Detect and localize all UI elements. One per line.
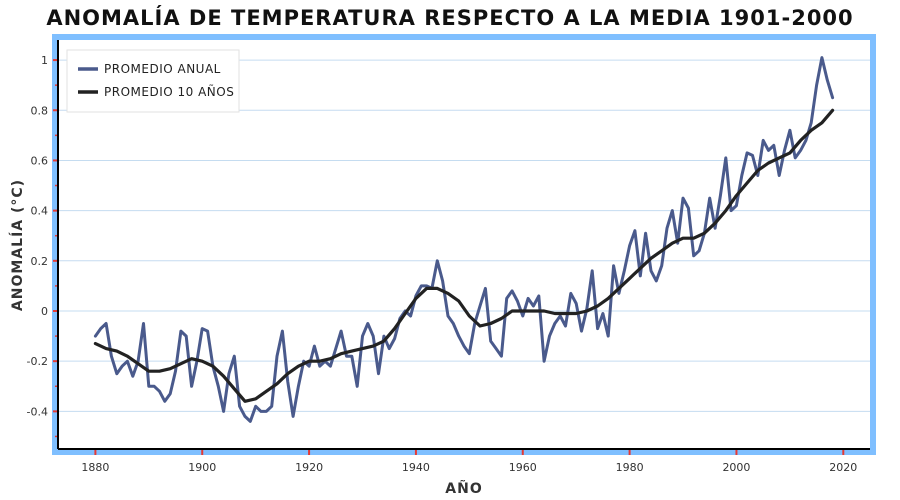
x-tick-label: 2020 bbox=[829, 461, 857, 474]
y-tick-label: -0.4 bbox=[27, 405, 48, 418]
x-tick-label: 1980 bbox=[616, 461, 644, 474]
x-tick-label: 1940 bbox=[402, 461, 430, 474]
series-lines bbox=[93, 56, 835, 423]
legend-label-annual: PROMEDIO ANUAL bbox=[104, 62, 221, 76]
series-line-annual bbox=[93, 56, 835, 423]
legend: PROMEDIO ANUAL PROMEDIO 10 AÑOS bbox=[66, 49, 240, 113]
chart-title: ANOMALÍA DE TEMPERATURA RESPECTO A LA ME… bbox=[46, 6, 854, 30]
x-tick-label: 2000 bbox=[722, 461, 750, 474]
y-tick-label: 0.4 bbox=[31, 205, 49, 218]
y-tick-label: -0.2 bbox=[27, 355, 48, 368]
x-axis-title: AÑO bbox=[445, 480, 482, 497]
y-tick-label: 0.2 bbox=[31, 255, 49, 268]
x-tick-label: 1880 bbox=[81, 461, 109, 474]
y-tick-label: 0.8 bbox=[31, 104, 49, 117]
legend-box bbox=[66, 49, 240, 113]
x-axis-ticks: 1880 1900 1920 1940 1960 1980 2000 2020 bbox=[81, 449, 857, 474]
x-tick-label: 1960 bbox=[509, 461, 537, 474]
y-tick-label: 1 bbox=[41, 54, 48, 67]
x-tick-label: 1900 bbox=[188, 461, 216, 474]
series-line-decadal bbox=[93, 108, 835, 403]
legend-label-decadal: PROMEDIO 10 AÑOS bbox=[104, 84, 234, 99]
y-axis-title: ANOMALÍA (°C) bbox=[9, 179, 26, 311]
x-tick-label: 1920 bbox=[295, 461, 323, 474]
y-tick-label: 0.6 bbox=[31, 154, 49, 167]
y-tick-label: 0 bbox=[41, 305, 48, 318]
